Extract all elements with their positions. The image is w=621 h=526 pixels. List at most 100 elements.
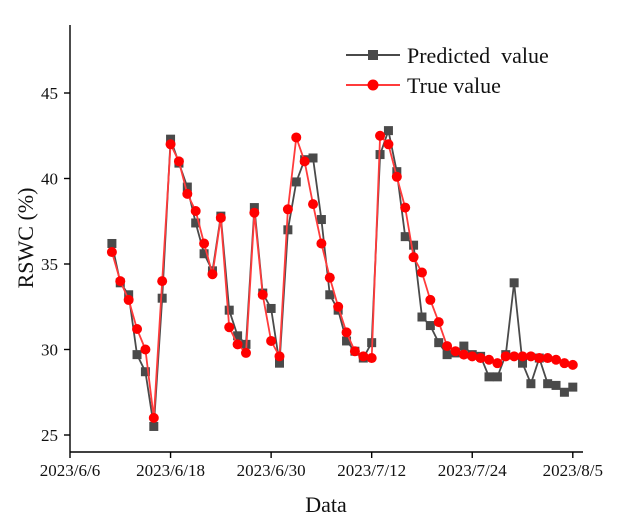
data-point: [526, 379, 536, 389]
data-point: [467, 351, 478, 362]
data-point: [266, 303, 276, 313]
data-point: [283, 225, 293, 235]
data-point: [567, 359, 578, 370]
data-point: [115, 276, 126, 287]
y-tick-label: 25: [41, 426, 58, 445]
data-point: [157, 276, 168, 287]
data-point: [568, 382, 578, 392]
legend-label-predicted: Predicted value: [407, 43, 549, 68]
data-point: [215, 212, 226, 223]
data-point: [492, 372, 502, 382]
data-point: [199, 238, 210, 249]
data-point: [191, 218, 201, 228]
y-axis-title: RSWC (%): [13, 188, 38, 289]
data-point: [459, 341, 469, 351]
data-point: [442, 341, 453, 352]
data-point: [433, 317, 444, 328]
data-point: [140, 344, 151, 355]
data-point: [308, 199, 319, 210]
data-point: [492, 358, 503, 369]
data-point: [383, 139, 394, 150]
x-ticks: 2023/6/6 2023/6/18 2023/6/30 2023/7/12 2023/…: [40, 452, 603, 480]
data-point: [249, 207, 260, 218]
data-point: [316, 238, 327, 249]
data-point: [107, 238, 117, 248]
y-tick-label: 40: [41, 170, 58, 189]
legend-item-predicted: Predicted value: [346, 43, 549, 68]
data-point: [375, 130, 386, 141]
data-point: [291, 132, 302, 143]
data-point: [425, 321, 435, 331]
legend-item-true: True value: [346, 73, 501, 98]
data-point: [157, 293, 167, 303]
data-point: [551, 354, 562, 365]
data-point: [333, 301, 344, 312]
y-tick-label: 35: [41, 255, 58, 274]
y-tick-label: 45: [41, 84, 58, 103]
data-point: [106, 247, 117, 258]
legend-marker-square: [368, 50, 378, 60]
data-point: [475, 353, 486, 364]
data-point: [165, 139, 176, 150]
legend: Predicted value True value: [346, 43, 549, 98]
data-point: [416, 267, 427, 278]
data-point: [249, 203, 259, 213]
data-point: [391, 171, 402, 182]
series-layer: [106, 126, 578, 431]
data-point: [559, 387, 569, 397]
data-point: [366, 353, 377, 364]
data-point: [132, 350, 142, 360]
data-point: [173, 156, 184, 167]
data-point: [240, 347, 251, 358]
x-tick-label: 2023/6/6: [40, 461, 100, 480]
data-point: [299, 156, 310, 167]
data-point: [500, 351, 511, 362]
data-point: [308, 153, 318, 163]
data-point: [140, 367, 150, 377]
data-point: [124, 290, 134, 300]
data-point: [257, 289, 268, 300]
x-tick-label: 2023/7/12: [337, 461, 406, 480]
data-point: [400, 202, 411, 213]
data-point: [342, 336, 352, 346]
data-point: [233, 331, 243, 341]
series-predicted: [107, 126, 578, 431]
data-point: [182, 188, 193, 199]
legend-label-true: True value: [407, 73, 501, 98]
data-point: [325, 290, 335, 300]
data-point: [534, 353, 545, 364]
data-point: [324, 272, 335, 283]
data-point: [275, 358, 284, 368]
data-point: [190, 205, 201, 216]
data-point: [383, 126, 393, 136]
x-tick-label: 2023/8/5: [543, 461, 603, 480]
data-point: [341, 327, 352, 338]
data-point: [425, 294, 436, 305]
y-tick-label: 30: [41, 341, 58, 360]
data-point: [409, 240, 419, 250]
data-point: [450, 346, 461, 357]
axes: 25 30 35 40 45 2023/6/6 2023/6/18 2023/6/30 202…: [40, 25, 603, 480]
series-line: [111, 134, 573, 419]
data-point: [518, 358, 528, 368]
legend-marker-circle: [367, 79, 379, 91]
data-point: [266, 335, 277, 346]
data-point: [132, 323, 143, 334]
data-point: [224, 305, 234, 315]
data-point: [543, 379, 553, 389]
y-ticks: 25 30 35 40 45: [41, 84, 70, 445]
data-point: [509, 278, 519, 288]
series-true: [106, 130, 578, 423]
data-point: [408, 252, 419, 263]
data-point: [417, 312, 427, 322]
data-point: [232, 339, 243, 350]
data-point: [316, 215, 326, 225]
data-point: [509, 351, 520, 362]
data-point: [207, 269, 218, 280]
x-tick-label: 2023/7/24: [438, 461, 507, 480]
data-point: [434, 338, 444, 348]
data-point: [274, 351, 285, 362]
data-point: [484, 354, 494, 365]
data-point: [392, 167, 402, 177]
